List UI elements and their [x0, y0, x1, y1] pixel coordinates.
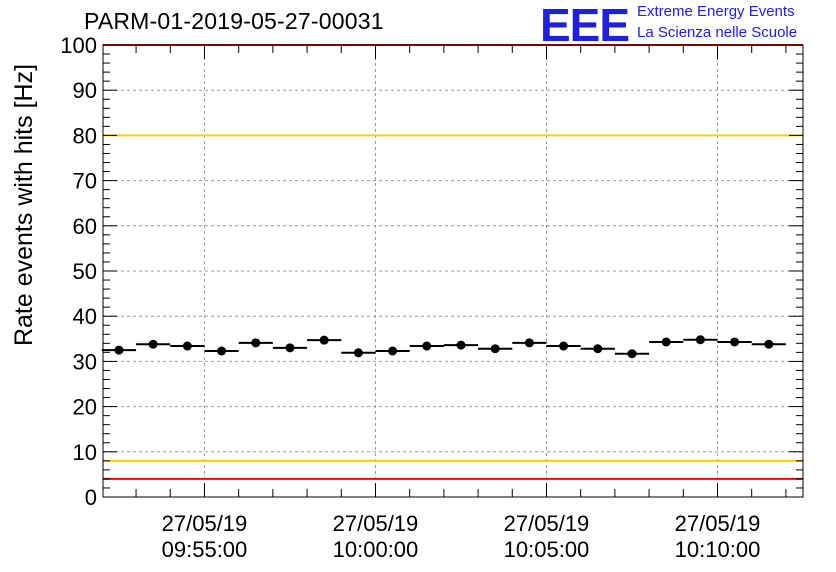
org-name-line2: La Scienza nelle Scuole: [637, 24, 798, 41]
data-point: [661, 337, 671, 347]
x-tick-date-label: 27/05/19: [333, 511, 419, 536]
data-point: [251, 338, 261, 348]
data-point: [490, 344, 500, 354]
x-tick-date-label: 27/05/19: [162, 511, 248, 536]
y-tick-label: 60: [73, 214, 97, 239]
y-tick-label: 70: [73, 169, 97, 194]
data-point: [319, 335, 329, 345]
data-point: [593, 344, 603, 354]
data-point: [182, 341, 192, 351]
data-point: [764, 339, 774, 349]
data-point: [695, 335, 705, 345]
x-tick-time-label: 09:55:00: [162, 537, 248, 562]
data-point: [388, 346, 398, 356]
data-point: [422, 341, 432, 351]
y-tick-label: 30: [73, 349, 97, 374]
data-point: [456, 340, 466, 350]
x-tick-date-label: 27/05/19: [504, 511, 590, 536]
y-tick-label: 50: [73, 259, 97, 284]
data-point: [353, 348, 363, 358]
data-point: [285, 343, 295, 353]
data-point: [627, 349, 637, 359]
org-name-line1: Extreme Energy Events: [637, 3, 795, 20]
data-point: [114, 345, 124, 355]
y-tick-label: 10: [73, 440, 97, 465]
y-tick-label: 90: [73, 78, 97, 103]
x-tick-time-label: 10:10:00: [675, 537, 761, 562]
x-tick-time-label: 10:00:00: [333, 537, 419, 562]
x-tick-date-label: 27/05/19: [675, 511, 761, 536]
data-point: [148, 339, 158, 349]
chart-title: PARM-01-2019-05-27-00031: [84, 8, 384, 34]
y-tick-label: 0: [85, 485, 97, 510]
data-point: [559, 341, 569, 351]
eee-logo: EEE: [540, 0, 630, 51]
y-tick-label: 100: [60, 33, 97, 58]
y-tick-label: 40: [73, 304, 97, 329]
x-tick-time-label: 10:05:00: [504, 537, 590, 562]
data-point: [730, 337, 740, 347]
y-tick-label: 80: [73, 123, 97, 148]
data-point: [524, 338, 534, 348]
y-tick-label: 20: [73, 395, 97, 420]
data-point: [217, 346, 227, 356]
